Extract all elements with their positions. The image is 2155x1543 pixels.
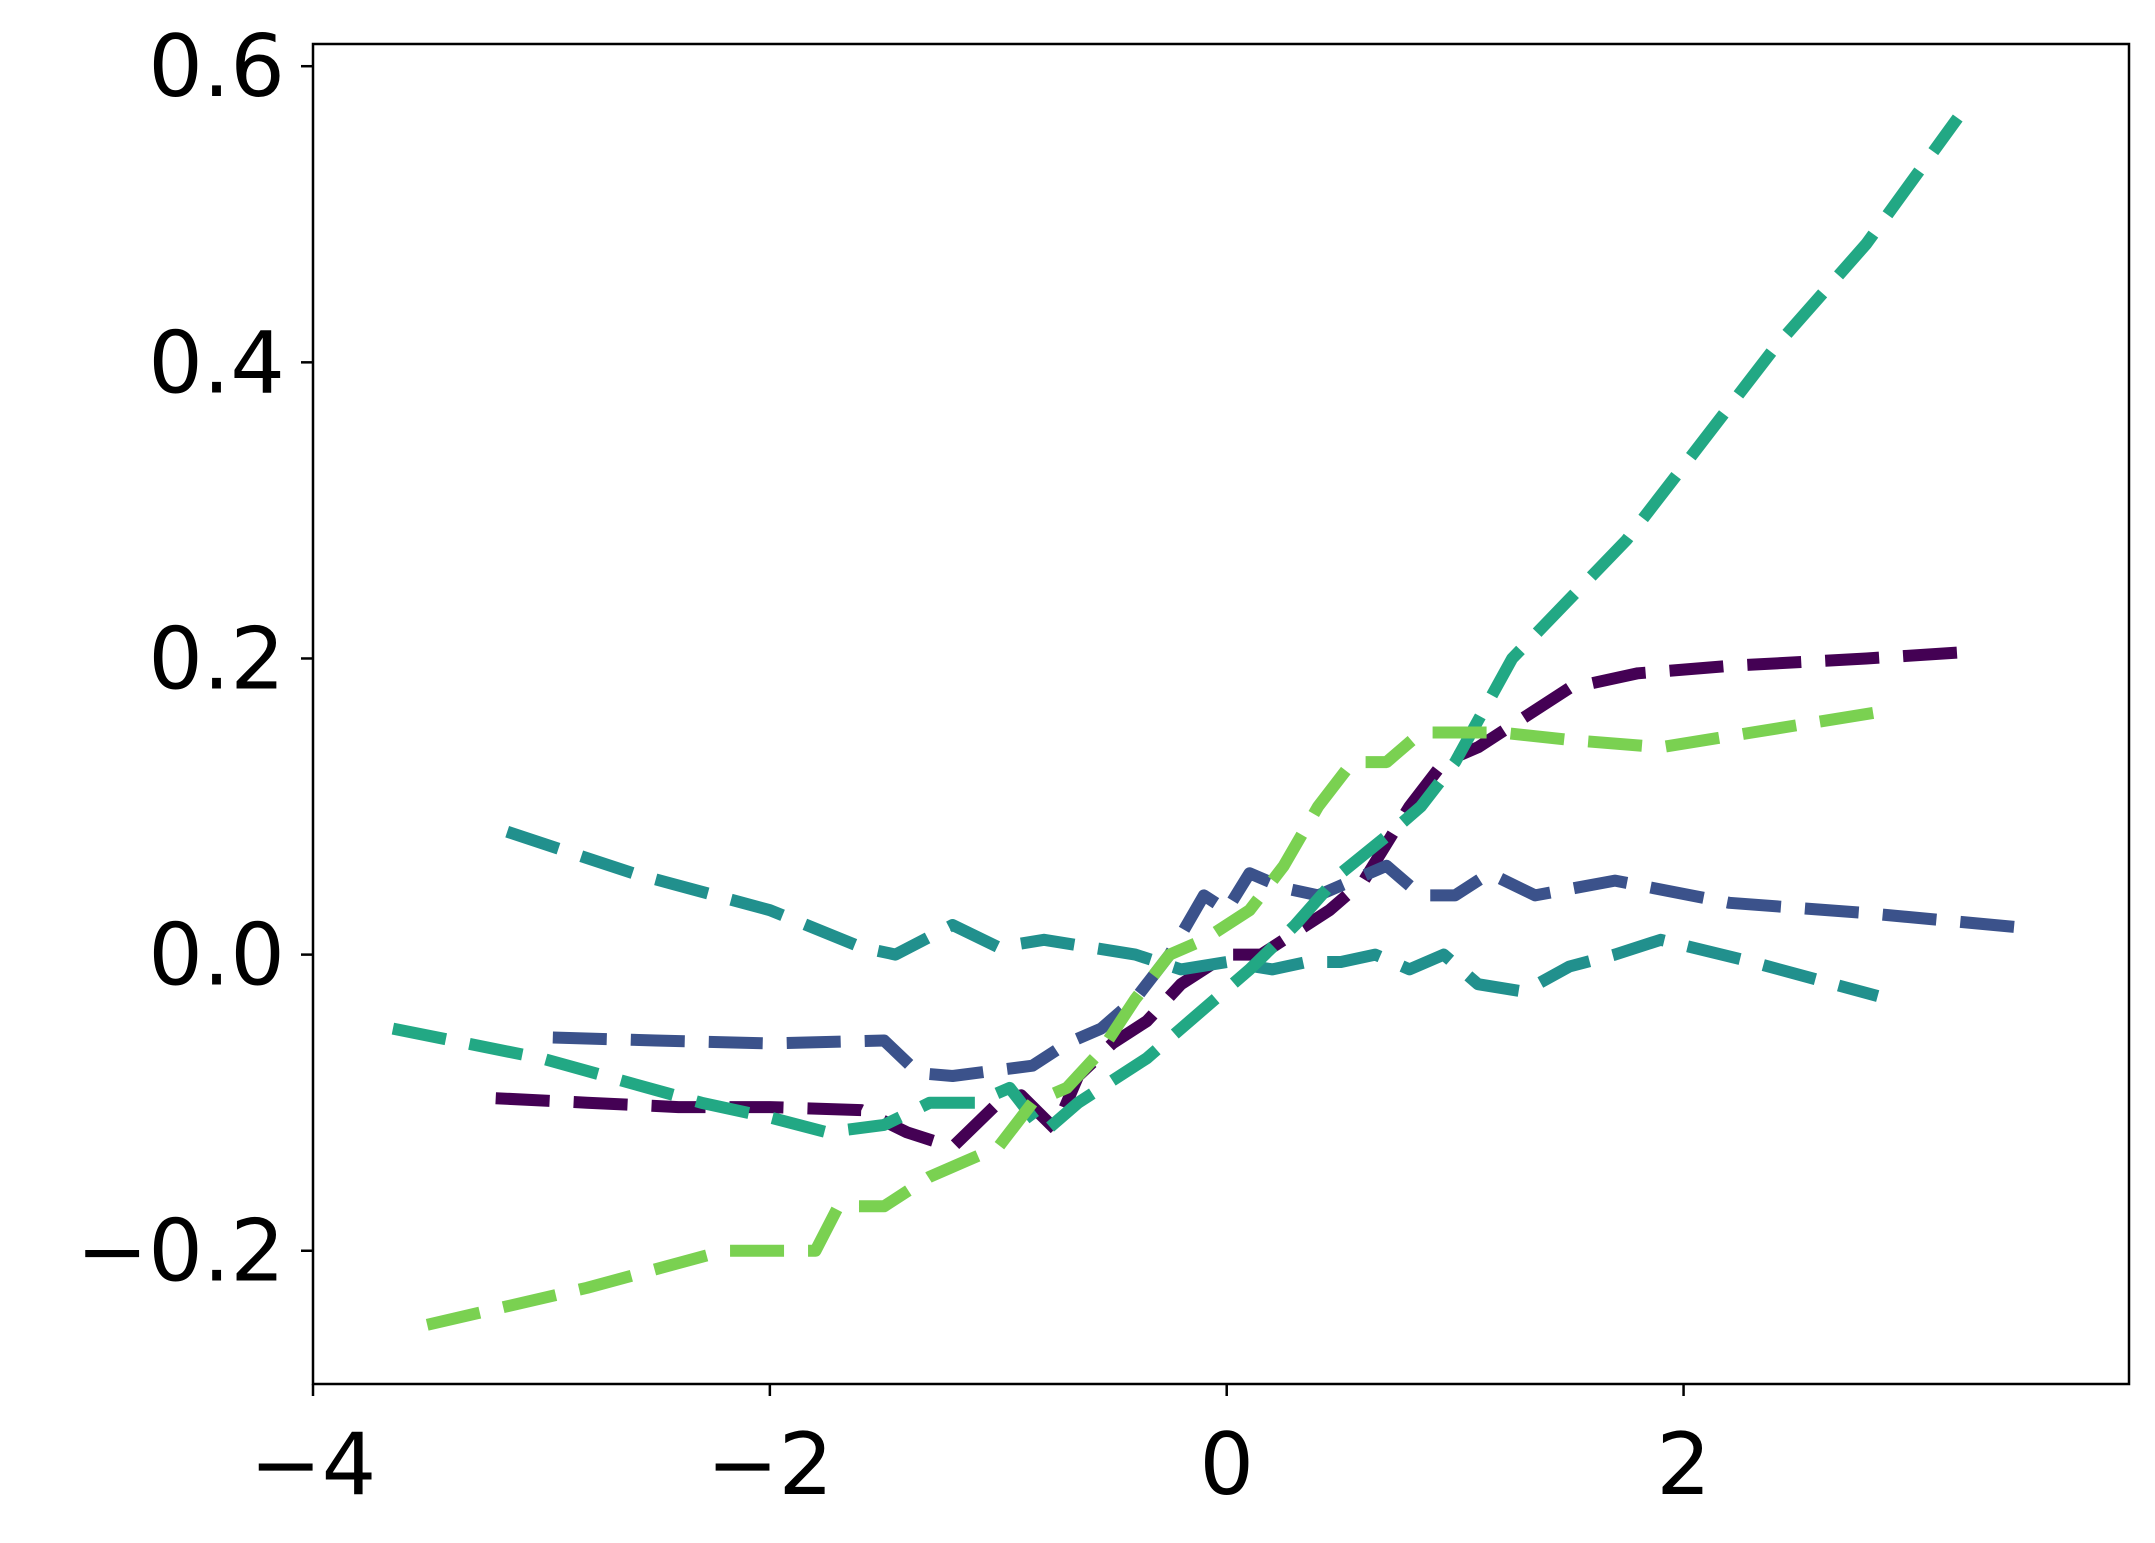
y-tick-label: −0.2 <box>76 1202 285 1302</box>
y-tick-label: 0.0 <box>148 906 285 1006</box>
series-line-3 <box>505 826 1880 1002</box>
series-line-4 <box>391 114 1963 1139</box>
y-tick-label: 0.2 <box>148 609 285 709</box>
x-tick-label: 0 <box>1199 1415 1254 1515</box>
series-line-5 <box>425 704 1891 1331</box>
y-axis: −0.2 0.0 0.2 0.4 0.6 <box>76 17 313 1302</box>
x-tick-label: −4 <box>250 1415 377 1515</box>
y-tick-label: 0.6 <box>148 17 285 117</box>
y-tick-label: 0.4 <box>148 313 285 413</box>
x-axis: −4 −2 0 2 <box>250 1384 1711 1515</box>
series-layer <box>391 114 2027 1331</box>
series-line-2 <box>552 859 2027 1082</box>
x-tick-label: 2 <box>1656 1415 1711 1515</box>
x-tick-label: −2 <box>706 1415 833 1515</box>
plot-frame <box>311 42 2131 1386</box>
